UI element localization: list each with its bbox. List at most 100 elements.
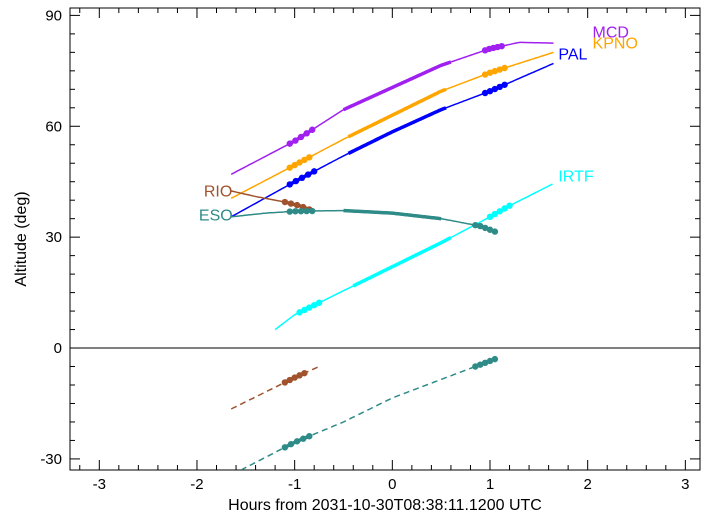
series-irtf — [274, 183, 553, 331]
series-line-eso — [240, 358, 496, 470]
series-point — [301, 369, 308, 377]
series-point — [304, 171, 312, 178]
series-point — [292, 208, 299, 215]
series-point — [292, 177, 300, 185]
series-point — [481, 359, 489, 367]
series-label-pal: PAL — [558, 47, 587, 64]
series-point — [491, 85, 499, 93]
series-point — [296, 372, 303, 379]
series-point — [286, 181, 293, 188]
series-kpno — [230, 51, 554, 199]
series-line-kpno — [230, 51, 554, 199]
series-point — [506, 202, 513, 209]
series-label-eso: ESO — [199, 208, 233, 225]
x-axis-label: Hours from 2031-10-30T08:38:11.1200 UTC — [228, 497, 542, 514]
series-point — [298, 174, 306, 182]
series-label-rio: RIO — [204, 183, 232, 200]
series-point — [309, 207, 316, 215]
series-point — [286, 376, 293, 384]
x-tick-label: -2 — [190, 476, 203, 493]
series-point — [296, 159, 303, 166]
series-point — [306, 154, 313, 161]
series-point — [315, 299, 323, 306]
series-point — [501, 81, 508, 88]
series-point — [496, 66, 503, 73]
series-point — [498, 42, 505, 50]
series-eso-below — [240, 355, 499, 470]
series-point — [291, 374, 298, 381]
axes-layer: -3 -2 -1 0 1 2 3 -30 0 30 60 90 — [40, 7, 701, 493]
x-tick-label: -1 — [288, 476, 301, 493]
series-point — [281, 198, 289, 206]
y-tick-label: 0 — [54, 340, 62, 357]
series-point — [501, 205, 508, 212]
series-point — [292, 137, 299, 144]
series-point — [286, 140, 293, 147]
series-eso — [231, 207, 499, 235]
series-point — [310, 168, 318, 175]
series-point — [491, 67, 499, 75]
series-label-irtf: IRTF — [558, 169, 593, 186]
series-rio-below — [230, 365, 320, 410]
series-point — [472, 221, 479, 229]
series-point — [477, 361, 484, 368]
series-point — [310, 301, 318, 309]
series-point — [496, 83, 503, 91]
y-tick-label: 60 — [45, 118, 62, 135]
series-layer — [230, 41, 554, 470]
series-label-mcd: MCD — [593, 25, 629, 42]
series-point — [306, 304, 313, 311]
y-tick-label: 90 — [45, 7, 62, 24]
series-point — [486, 69, 494, 76]
series-point — [281, 379, 289, 386]
series-point — [303, 207, 310, 215]
y-axis-label: Altitude (deg) — [13, 191, 30, 286]
series-point — [297, 207, 305, 215]
y-tick-label: 30 — [45, 229, 62, 246]
series-pal — [230, 62, 554, 218]
series-line-eso — [231, 209, 496, 233]
series-point — [491, 228, 499, 235]
series-point — [306, 432, 313, 440]
series-point — [472, 363, 479, 370]
series-bold-segment — [347, 106, 447, 155]
series-point — [293, 201, 301, 209]
x-tick-label: 2 — [584, 476, 592, 493]
series-bold-segment — [343, 208, 442, 221]
series-point — [481, 89, 489, 97]
series-point — [293, 438, 301, 445]
series-point — [477, 222, 484, 230]
series-point — [297, 133, 305, 141]
x-tick-label: 3 — [681, 476, 689, 493]
plot-frame — [69, 7, 701, 471]
series-point — [486, 226, 494, 233]
series-bold-segment — [352, 235, 452, 288]
series-label-kpno: KPNO — [593, 36, 638, 53]
series-point — [486, 357, 494, 365]
series-point — [286, 164, 293, 171]
x-tick-label: 1 — [486, 476, 494, 493]
series-point — [301, 306, 308, 314]
series-point — [486, 213, 494, 221]
series-point — [481, 224, 489, 232]
series-point — [309, 126, 316, 133]
x-tick-label: 0 — [388, 476, 396, 493]
series-point — [287, 440, 295, 448]
series-point — [291, 161, 298, 169]
series-bold-segment — [347, 87, 447, 139]
series-point — [491, 210, 499, 218]
series-line-mcd — [230, 41, 554, 175]
series-point — [296, 309, 303, 316]
series-point — [303, 130, 310, 137]
series-point — [281, 444, 289, 451]
series-point — [491, 355, 499, 363]
series-point — [501, 64, 508, 72]
series-point — [286, 208, 293, 215]
series-point — [299, 435, 307, 442]
series-bold-segment — [342, 60, 452, 112]
series-point — [301, 156, 308, 164]
series-point — [287, 200, 295, 207]
y-tick-label: -30 — [40, 451, 62, 468]
series-mcd — [230, 41, 554, 175]
